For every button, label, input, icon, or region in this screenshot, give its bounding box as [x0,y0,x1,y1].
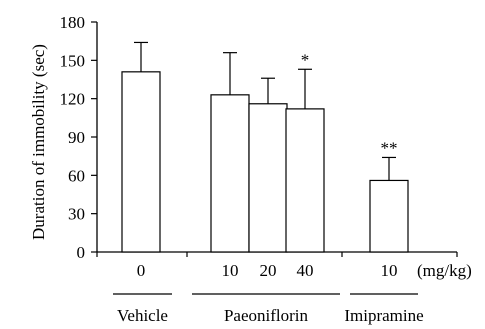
x-tick-labels: 0 10 20 40 10 [137,261,398,280]
group-label: Imipramine [344,306,423,325]
y-tick-label: 30 [68,205,85,224]
y-tick-label: 60 [68,166,85,185]
y-tick-label: 180 [60,13,86,32]
x-tick-label: 20 [260,261,277,280]
unit-label: (mg/kg) [417,261,472,280]
x-tick-label: 0 [137,261,146,280]
bar [248,103,288,253]
x-tick-label: 10 [222,261,239,280]
y-tick-label: 150 [60,51,86,70]
bar [285,108,325,253]
group-labels: Vehicle Paeoniflorin Imipramine [113,293,424,325]
significance-marker: ** [381,138,398,157]
bar [121,71,161,253]
y-tick-label: 90 [68,128,85,147]
y-ticks: 0 30 60 90 120 150 180 [60,13,97,262]
bars: *** [121,41,409,253]
bar [369,179,409,253]
y-tick-label: 120 [60,90,86,109]
group-label: Paeoniflorin [224,306,309,325]
y-tick-label: 0 [77,243,86,262]
group-label: Vehicle [117,306,168,325]
x-tick-label: 40 [297,261,314,280]
bar [210,94,250,253]
y-axis-label: Duration of immobility (sec) [29,44,48,240]
x-tick-label: 10 [381,261,398,280]
significance-marker: * [301,50,310,69]
